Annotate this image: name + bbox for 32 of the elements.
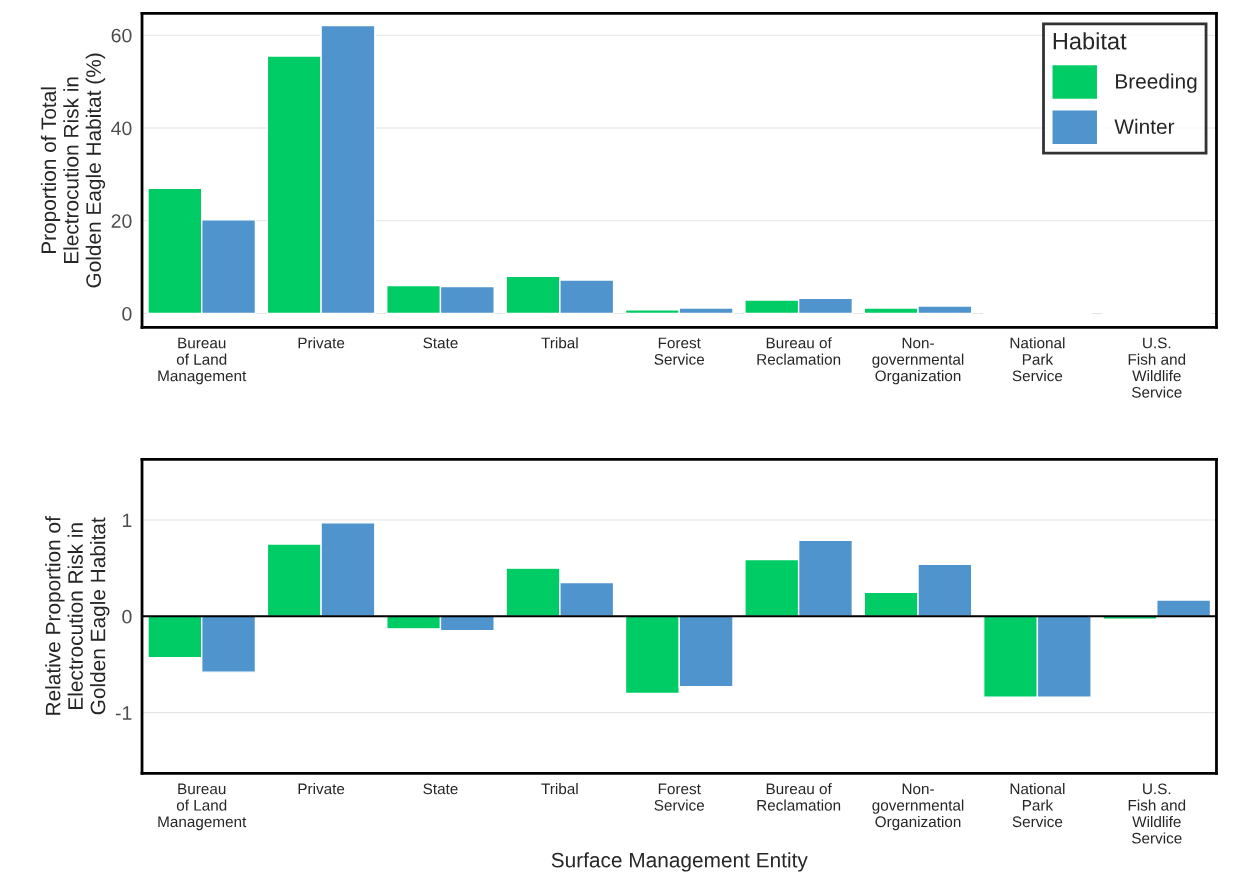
legend-label: Breeding [1116,73,1197,93]
x-tick-label: Forest Service [654,337,705,365]
y-tick-label: 1 [122,513,132,528]
x-tick-label: Bureau of Land Management [158,337,247,385]
x-tick-label: Non- governmental Organization [872,337,964,385]
x-tick-label: Bureau of Land Management [158,783,247,831]
y-tick-label: 40 [111,121,132,136]
x-tick-label: Tribal [541,337,578,349]
y-tick-label: -1 [115,706,132,720]
y-tick-label: 0 [122,609,132,624]
y-tick-label: 20 [111,214,132,228]
legend-label: Winter [1114,118,1175,135]
x-tick-label: Bureau of Reclamation [757,783,841,811]
x-axis-title: Surface Management Entity [551,852,808,872]
x-tick-label: National Park Service [1010,783,1065,828]
y-tick-label: 60 [111,28,132,43]
x-tick-label: National Park Service [1010,337,1065,382]
x-tick-label: Tribal [541,783,578,795]
x-tick-label: Bureau of Reclamation [757,337,841,365]
y-axis-title: Relative Proportion of Electrocution Risk in Golden Eagle Habitat [45,516,110,715]
legend-title: Habitat [1053,32,1127,50]
x-tick-label: U.S. Fish and Wildlife Service [1128,783,1186,844]
x-tick-label: Private [298,337,345,349]
x-tick-label: Private [298,783,345,795]
bar [1156,599,1212,618]
x-tick-label: State [423,337,458,349]
x-tick-label: Non- governmental Organization [872,783,964,831]
x-tick-label: U.S. Fish and Wildlife Service [1128,337,1186,398]
y-axis-title: Proportion of Total Electrocution Risk in Golden Eagle Habitat (%) [40,53,106,288]
x-tick-label: Forest Service [654,783,705,811]
y-tick-label: 0 [122,306,132,321]
x-tick-label: State [423,783,458,795]
